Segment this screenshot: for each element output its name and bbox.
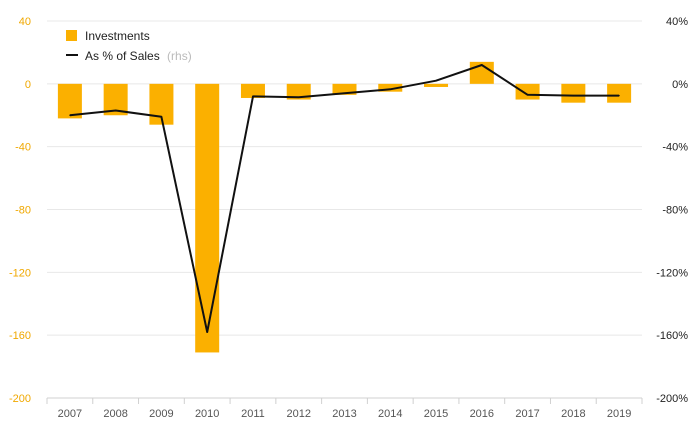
x-tick-label: 2019 (607, 408, 631, 420)
svg-text:As % of Sales (rhs): As % of Sales (rhs) (85, 49, 192, 63)
legend-sub-rhs: (rhs) (167, 49, 192, 63)
bar-investments (515, 83, 540, 100)
line-point (572, 95, 574, 97)
y-tick-right: -120% (656, 267, 688, 279)
legend-label-percent-of-sales: As % of Sales (85, 49, 160, 63)
x-tick-label: 2012 (286, 408, 310, 420)
bar-investments (332, 83, 357, 95)
bar-investments (195, 83, 220, 353)
x-tick-label: 2008 (103, 408, 127, 420)
line-point (618, 95, 620, 97)
bar-investments (57, 83, 82, 119)
legend: Investments As % of Sales (rhs) (66, 29, 192, 63)
bar-investments (561, 83, 586, 103)
y-tick-left: 0 (25, 79, 31, 91)
x-tick-label: 2017 (515, 408, 539, 420)
line-point (206, 331, 208, 333)
line-point (343, 92, 346, 94)
bar-investments (286, 83, 311, 100)
y-tick-left: -160 (9, 330, 31, 342)
y-tick-left: -120 (9, 267, 31, 279)
y-tick-right: -40% (662, 142, 688, 154)
x-tick-label: 2018 (561, 408, 585, 420)
x-tick-label: 2015 (424, 408, 448, 420)
x-tick-label: 2010 (195, 408, 219, 420)
legend-swatch-investments (66, 30, 77, 41)
grid-lines (47, 20, 642, 399)
bar-investments (424, 83, 449, 87)
line-point (389, 88, 391, 90)
y-tick-right: -200% (656, 393, 688, 405)
y-tick-right: 0% (672, 79, 688, 91)
line-point (526, 94, 529, 96)
line-point (298, 96, 300, 98)
line-point (481, 64, 483, 66)
line-point (435, 80, 437, 82)
y-tick-right: -160% (656, 330, 688, 342)
axes: 40 40% 0 0% -40 -40% -80 -80% -120 -120% -160 -160%… (9, 16, 688, 420)
legend-label-investments: Investments (85, 29, 150, 43)
x-tick-label: 2009 (149, 408, 173, 420)
line-point (252, 95, 254, 97)
bar-investments (240, 83, 265, 98)
bar-series-investments (57, 61, 632, 353)
x-tick-label: 2013 (332, 408, 356, 420)
y-tick-left: -40 (15, 142, 31, 154)
x-tick-label: 2014 (378, 408, 402, 420)
line-point (160, 116, 163, 118)
bar-investments (607, 83, 632, 103)
bar-investments (378, 83, 403, 92)
y-tick-left: -200 (9, 393, 31, 405)
y-tick-left: 40 (19, 16, 31, 28)
y-tick-right: 40% (666, 16, 688, 28)
line-point (69, 114, 71, 116)
y-tick-left: -80 (15, 205, 31, 217)
line-series-percent-of-sales (69, 64, 620, 333)
y-tick-right: -80% (662, 205, 688, 217)
x-tick-label: 2011 (241, 408, 265, 420)
line-point (115, 109, 117, 112)
x-tick-label: 2016 (470, 408, 494, 420)
x-tick-label: 2007 (58, 408, 82, 420)
